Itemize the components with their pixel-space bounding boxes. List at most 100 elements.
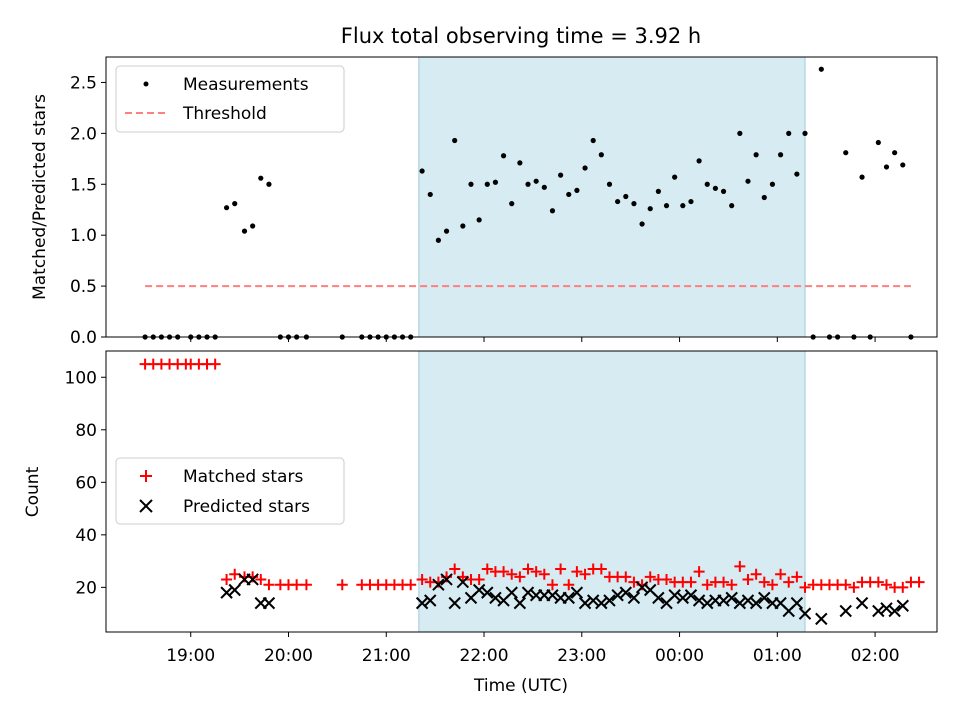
predicted-star-point	[701, 596, 714, 610]
measurement-point	[598, 152, 604, 158]
legend-measurements-marker	[143, 81, 149, 87]
matched-star-point	[620, 571, 632, 583]
top-y-tick-label: 2.5	[70, 73, 97, 93]
predicted-star-point	[855, 596, 869, 610]
bottom-legend-box	[115, 457, 345, 525]
measurement-point	[435, 237, 441, 243]
matched-star-point	[718, 576, 730, 588]
measurement-point	[704, 181, 710, 187]
measurement-point	[777, 152, 784, 158]
measurement-point	[794, 171, 800, 177]
measurement-point	[541, 184, 547, 190]
top-y-tick-label: 1.5	[70, 175, 97, 195]
predicted-star-point	[570, 586, 584, 599]
measurement-point	[818, 66, 824, 72]
measurement-point	[859, 174, 865, 180]
measurement-point	[900, 162, 906, 168]
predicted-star-point	[872, 604, 885, 618]
matched-star-point	[416, 573, 428, 585]
measurement-point	[663, 203, 670, 209]
predicted-star-point	[839, 604, 852, 618]
measurement-point	[266, 181, 272, 187]
measurement-point	[606, 181, 613, 187]
matched-star-point	[209, 358, 221, 370]
measurement-point	[623, 193, 629, 200]
predicted-star-point	[424, 594, 437, 607]
measurement-point	[525, 181, 531, 187]
predicted-star-point	[481, 586, 494, 599]
measurement-point	[250, 223, 256, 229]
predicted-star-point	[440, 573, 453, 586]
matched-star-point	[506, 568, 518, 580]
matched-star-point	[221, 573, 233, 585]
measurement-point	[655, 188, 661, 194]
matched-star-point	[514, 571, 526, 583]
matched-star-point	[880, 579, 892, 591]
x-tick-label: 20:00	[264, 646, 313, 666]
matched-star-point	[522, 563, 534, 575]
measurement-point	[843, 150, 849, 156]
predicted-star-point	[456, 575, 470, 589]
bottom-data-marks	[139, 358, 925, 626]
predicted-star-point	[888, 604, 901, 618]
matched-star-point	[449, 563, 461, 575]
measurement-point	[883, 164, 890, 170]
bottom-plot-panel: 20 40 60 80 100 19:00 20:00 21:00 22:00 23:00 00:0…	[23, 350, 938, 696]
matched-star-point	[571, 566, 583, 578]
matched-star-point	[799, 581, 811, 593]
predicted-star-point	[505, 586, 518, 599]
measurement-point	[549, 208, 556, 214]
predicted-star-point	[627, 591, 641, 605]
predicted-star-point	[603, 594, 616, 607]
matched-star-point	[644, 571, 656, 583]
matched-star-point	[300, 579, 312, 591]
bottom-y-tick-label: 80	[75, 421, 97, 441]
matched-star-point	[783, 576, 795, 588]
legend-threshold-label: Threshold	[182, 104, 267, 124]
top-plot-panel: 0.0 0.5 1.0 1.5 2.0 2.5 Flux total observing …	[30, 24, 938, 348]
matched-star-point	[498, 566, 510, 578]
matched-star-point	[336, 579, 348, 591]
measurement-point	[802, 130, 808, 136]
legend-matched-marker	[140, 470, 152, 482]
predicted-star-point	[611, 589, 624, 602]
matched-star-point	[661, 573, 673, 585]
top-data-marks	[142, 66, 914, 340]
chart-title: Flux total observing time = 3.92 h	[341, 24, 701, 48]
predicted-star-point	[220, 586, 233, 599]
matched-star-point	[579, 568, 591, 580]
matched-star-point	[229, 568, 241, 580]
measurement-point	[574, 187, 580, 193]
matched-star-point	[595, 563, 607, 575]
matched-star-point	[791, 571, 803, 583]
predicted-star-point	[521, 586, 535, 599]
predicted-star-point	[562, 591, 575, 605]
measurement-point	[484, 181, 490, 187]
bottom-observing-span-shade	[418, 350, 806, 633]
measurement-point	[468, 181, 474, 187]
top-y-tick-label: 0.0	[70, 328, 97, 348]
matched-star-point	[758, 576, 770, 588]
x-tick-label: 21:00	[362, 646, 411, 666]
x-tick-label: 00:00	[655, 646, 704, 666]
measurement-point	[533, 178, 539, 184]
matched-star-point	[263, 579, 275, 591]
measurement-point	[427, 191, 433, 198]
bottom-y-tick-label: 60	[75, 473, 97, 493]
measurement-point	[647, 206, 653, 212]
matched-star-point	[766, 579, 778, 591]
predicted-star-point	[758, 591, 771, 605]
predicted-star-point	[676, 591, 690, 605]
measurement-point	[639, 221, 645, 227]
matched-star-point	[742, 573, 754, 585]
x-axis-label: Time (UTC)	[473, 676, 568, 696]
top-y-tick-label: 0.5	[70, 277, 97, 297]
predicted-star-point	[692, 594, 706, 607]
measurement-point	[786, 130, 792, 136]
measurement-point	[745, 178, 751, 184]
matched-star-point	[555, 563, 567, 575]
matched-star-point	[473, 573, 485, 585]
matched-star-point	[481, 563, 493, 575]
measurement-point	[761, 194, 767, 201]
